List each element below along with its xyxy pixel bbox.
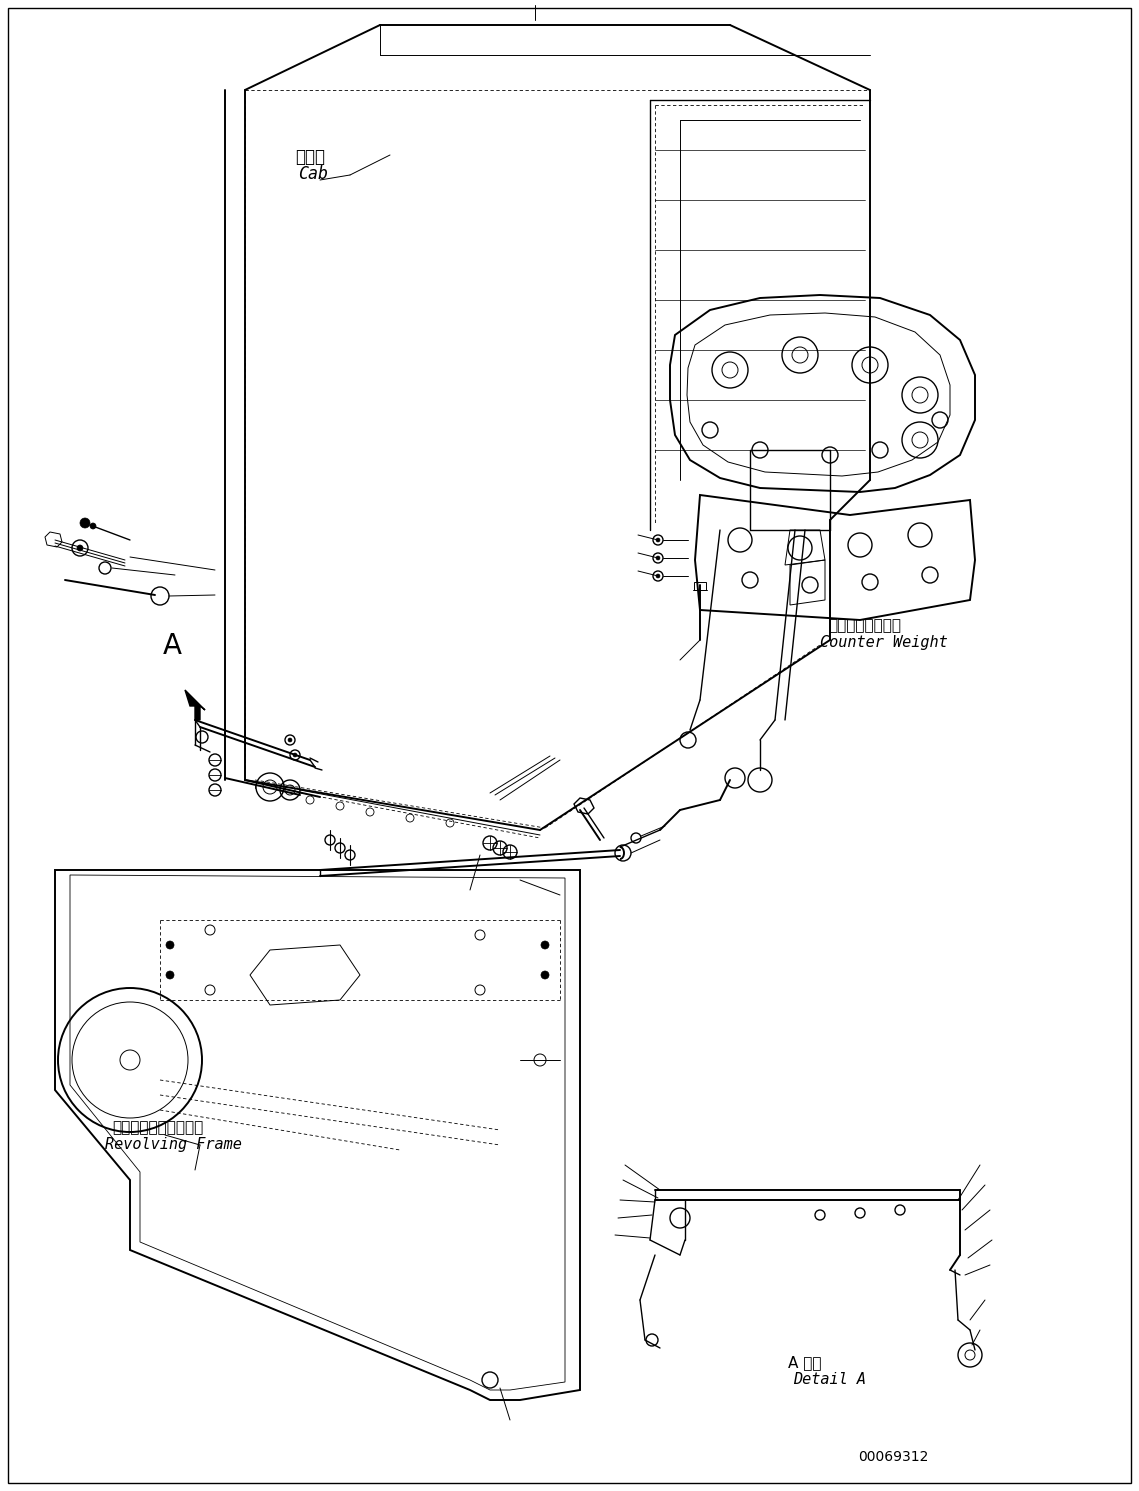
Circle shape [656,538,659,543]
Circle shape [288,738,292,743]
Polygon shape [185,690,205,720]
Circle shape [77,546,83,552]
Circle shape [293,753,297,757]
Circle shape [166,941,174,948]
Circle shape [541,941,549,948]
Circle shape [166,971,174,980]
Text: Revolving Frame: Revolving Frame [105,1138,241,1153]
Text: カウンタウエイト: カウンタウエイト [828,617,901,634]
Text: キャブ: キャブ [295,148,325,166]
Circle shape [656,556,659,561]
Text: 00069312: 00069312 [858,1451,928,1464]
Text: レボルビングフレーム: レボルビングフレーム [112,1120,203,1135]
Circle shape [656,574,659,579]
Text: Counter Weight: Counter Weight [820,635,948,650]
Text: A: A [163,632,182,661]
Circle shape [80,517,90,528]
Text: Cab: Cab [298,166,328,183]
Circle shape [541,971,549,980]
Circle shape [90,523,96,529]
Text: Detail A: Detail A [793,1372,866,1387]
Text: A 詳細: A 詳細 [788,1355,821,1370]
